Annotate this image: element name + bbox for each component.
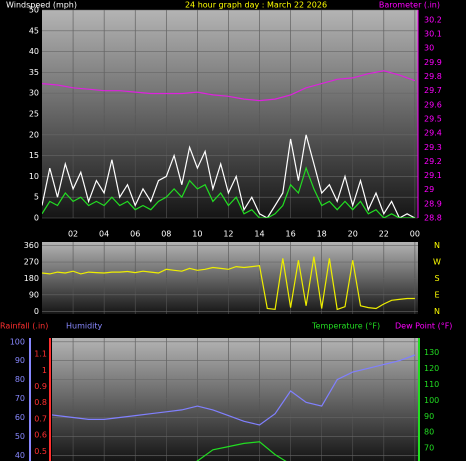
y2-tick-label: 29.2 bbox=[424, 157, 442, 166]
y-tick-label: 40 bbox=[29, 47, 39, 56]
y-tick-label: 90 bbox=[15, 356, 25, 365]
y2-tick-label: 110 bbox=[424, 380, 439, 389]
y-tick-label: 180 bbox=[24, 274, 39, 283]
y-tick-label: 50 bbox=[29, 6, 39, 15]
y-tick-label: 40 bbox=[15, 451, 25, 460]
y-tick-label: 70 bbox=[15, 394, 25, 403]
y2-tick-label: 29 bbox=[424, 185, 434, 194]
x-tick-label: 04 bbox=[99, 230, 109, 239]
y-tick-label: 360 bbox=[24, 241, 39, 250]
legend-label: Rainfall (.in) bbox=[0, 322, 48, 331]
y-tick-label: 50 bbox=[15, 432, 25, 441]
y2-tick-label: 90 bbox=[424, 412, 434, 421]
series-line bbox=[42, 70, 416, 102]
y-tick-label: 0 bbox=[34, 307, 39, 316]
y2-tick-label: W bbox=[433, 258, 441, 267]
x-tick-label: 20 bbox=[348, 230, 358, 239]
series-line bbox=[42, 134, 416, 218]
legend-label: Humidity bbox=[66, 322, 103, 331]
y2-tick-label: 70 bbox=[424, 444, 434, 453]
y-tick-label: 5 bbox=[34, 193, 39, 202]
plot-background bbox=[52, 338, 418, 461]
x-tick-label: 22 bbox=[379, 230, 389, 239]
y2-tick-label: 29.4 bbox=[424, 129, 442, 138]
x-tick-label: 02 bbox=[68, 230, 78, 239]
y2-tick-label: 28.8 bbox=[424, 214, 442, 223]
y-tick-label: 60 bbox=[15, 413, 25, 422]
y-tick-label: 30 bbox=[29, 89, 39, 98]
y-tick-label: 35 bbox=[29, 68, 39, 77]
y2-tick-label: E bbox=[434, 290, 439, 299]
y-tick-label: 20 bbox=[29, 130, 39, 139]
y2-tick-label: 28.9 bbox=[424, 199, 442, 208]
y2-tick-label: 29.9 bbox=[424, 58, 442, 67]
y2-tick-label: 29.5 bbox=[424, 114, 442, 123]
y2-tick-label: S bbox=[434, 274, 439, 283]
x-tick-label: 06 bbox=[130, 230, 140, 239]
y2-tick-label: N bbox=[434, 307, 440, 316]
x-tick-label: 10 bbox=[192, 230, 202, 239]
x-tick-label: 00 bbox=[410, 230, 420, 239]
x-tick-label: 16 bbox=[286, 230, 296, 239]
y2-tick-label: 29.1 bbox=[424, 171, 442, 180]
legend-label: Dew Point (°F) bbox=[395, 322, 452, 331]
series-line bbox=[42, 166, 415, 218]
y2-tick-label: 80 bbox=[424, 428, 434, 437]
y3-tick-label: 1.1 bbox=[34, 350, 47, 359]
y2-tick-label: 29.7 bbox=[424, 86, 442, 95]
y2-tick-label: N bbox=[434, 241, 440, 250]
y3-tick-label: 1 bbox=[42, 366, 47, 375]
x-tick-label: 12 bbox=[223, 230, 233, 239]
y2-tick-label: 29.3 bbox=[424, 143, 442, 152]
y2-tick-label: 29.8 bbox=[424, 72, 442, 81]
y3-tick-label: 0.7 bbox=[34, 414, 47, 423]
y-tick-label: 0 bbox=[34, 214, 39, 223]
y2-tick-label: 100 bbox=[424, 396, 439, 405]
y3-tick-label: 0.5 bbox=[34, 447, 47, 456]
x-tick-label: 08 bbox=[161, 230, 171, 239]
y-tick-label: 100 bbox=[10, 337, 25, 346]
y-tick-label: 90 bbox=[29, 290, 39, 299]
y-tick-label: 80 bbox=[15, 375, 25, 384]
series-line bbox=[195, 441, 287, 461]
y-tick-label: 15 bbox=[29, 151, 39, 160]
series-line bbox=[52, 354, 416, 426]
plot-background bbox=[42, 242, 418, 314]
y-tick-label: 270 bbox=[24, 258, 39, 267]
y2-tick-label: 30.1 bbox=[424, 30, 442, 39]
y-tick-label: 25 bbox=[29, 110, 39, 119]
y2-tick-label: 120 bbox=[424, 364, 439, 373]
y-tick-label: 45 bbox=[29, 26, 39, 35]
series-line bbox=[42, 256, 415, 311]
y-tick-label: 10 bbox=[29, 172, 39, 181]
y2-tick-label: 130 bbox=[424, 348, 439, 357]
y-axis-label: Windspeed (mph) bbox=[6, 1, 77, 10]
x-tick-label: 14 bbox=[254, 230, 264, 239]
y3-tick-label: 0.8 bbox=[34, 398, 47, 407]
y3-tick-label: 0.9 bbox=[34, 382, 47, 391]
legend-label: Temperature (°F) bbox=[311, 322, 380, 331]
y2-tick-label: 30.2 bbox=[424, 15, 442, 24]
y2-tick-label: 30 bbox=[424, 44, 434, 53]
y2-axis-label: Barometer (.in) bbox=[379, 1, 440, 10]
y2-tick-label: 29.6 bbox=[424, 100, 442, 109]
chart-title: 24 hour graph day : March 22 2026 bbox=[185, 1, 327, 10]
y3-tick-label: 0.6 bbox=[34, 431, 47, 440]
x-tick-label: 18 bbox=[317, 230, 327, 239]
